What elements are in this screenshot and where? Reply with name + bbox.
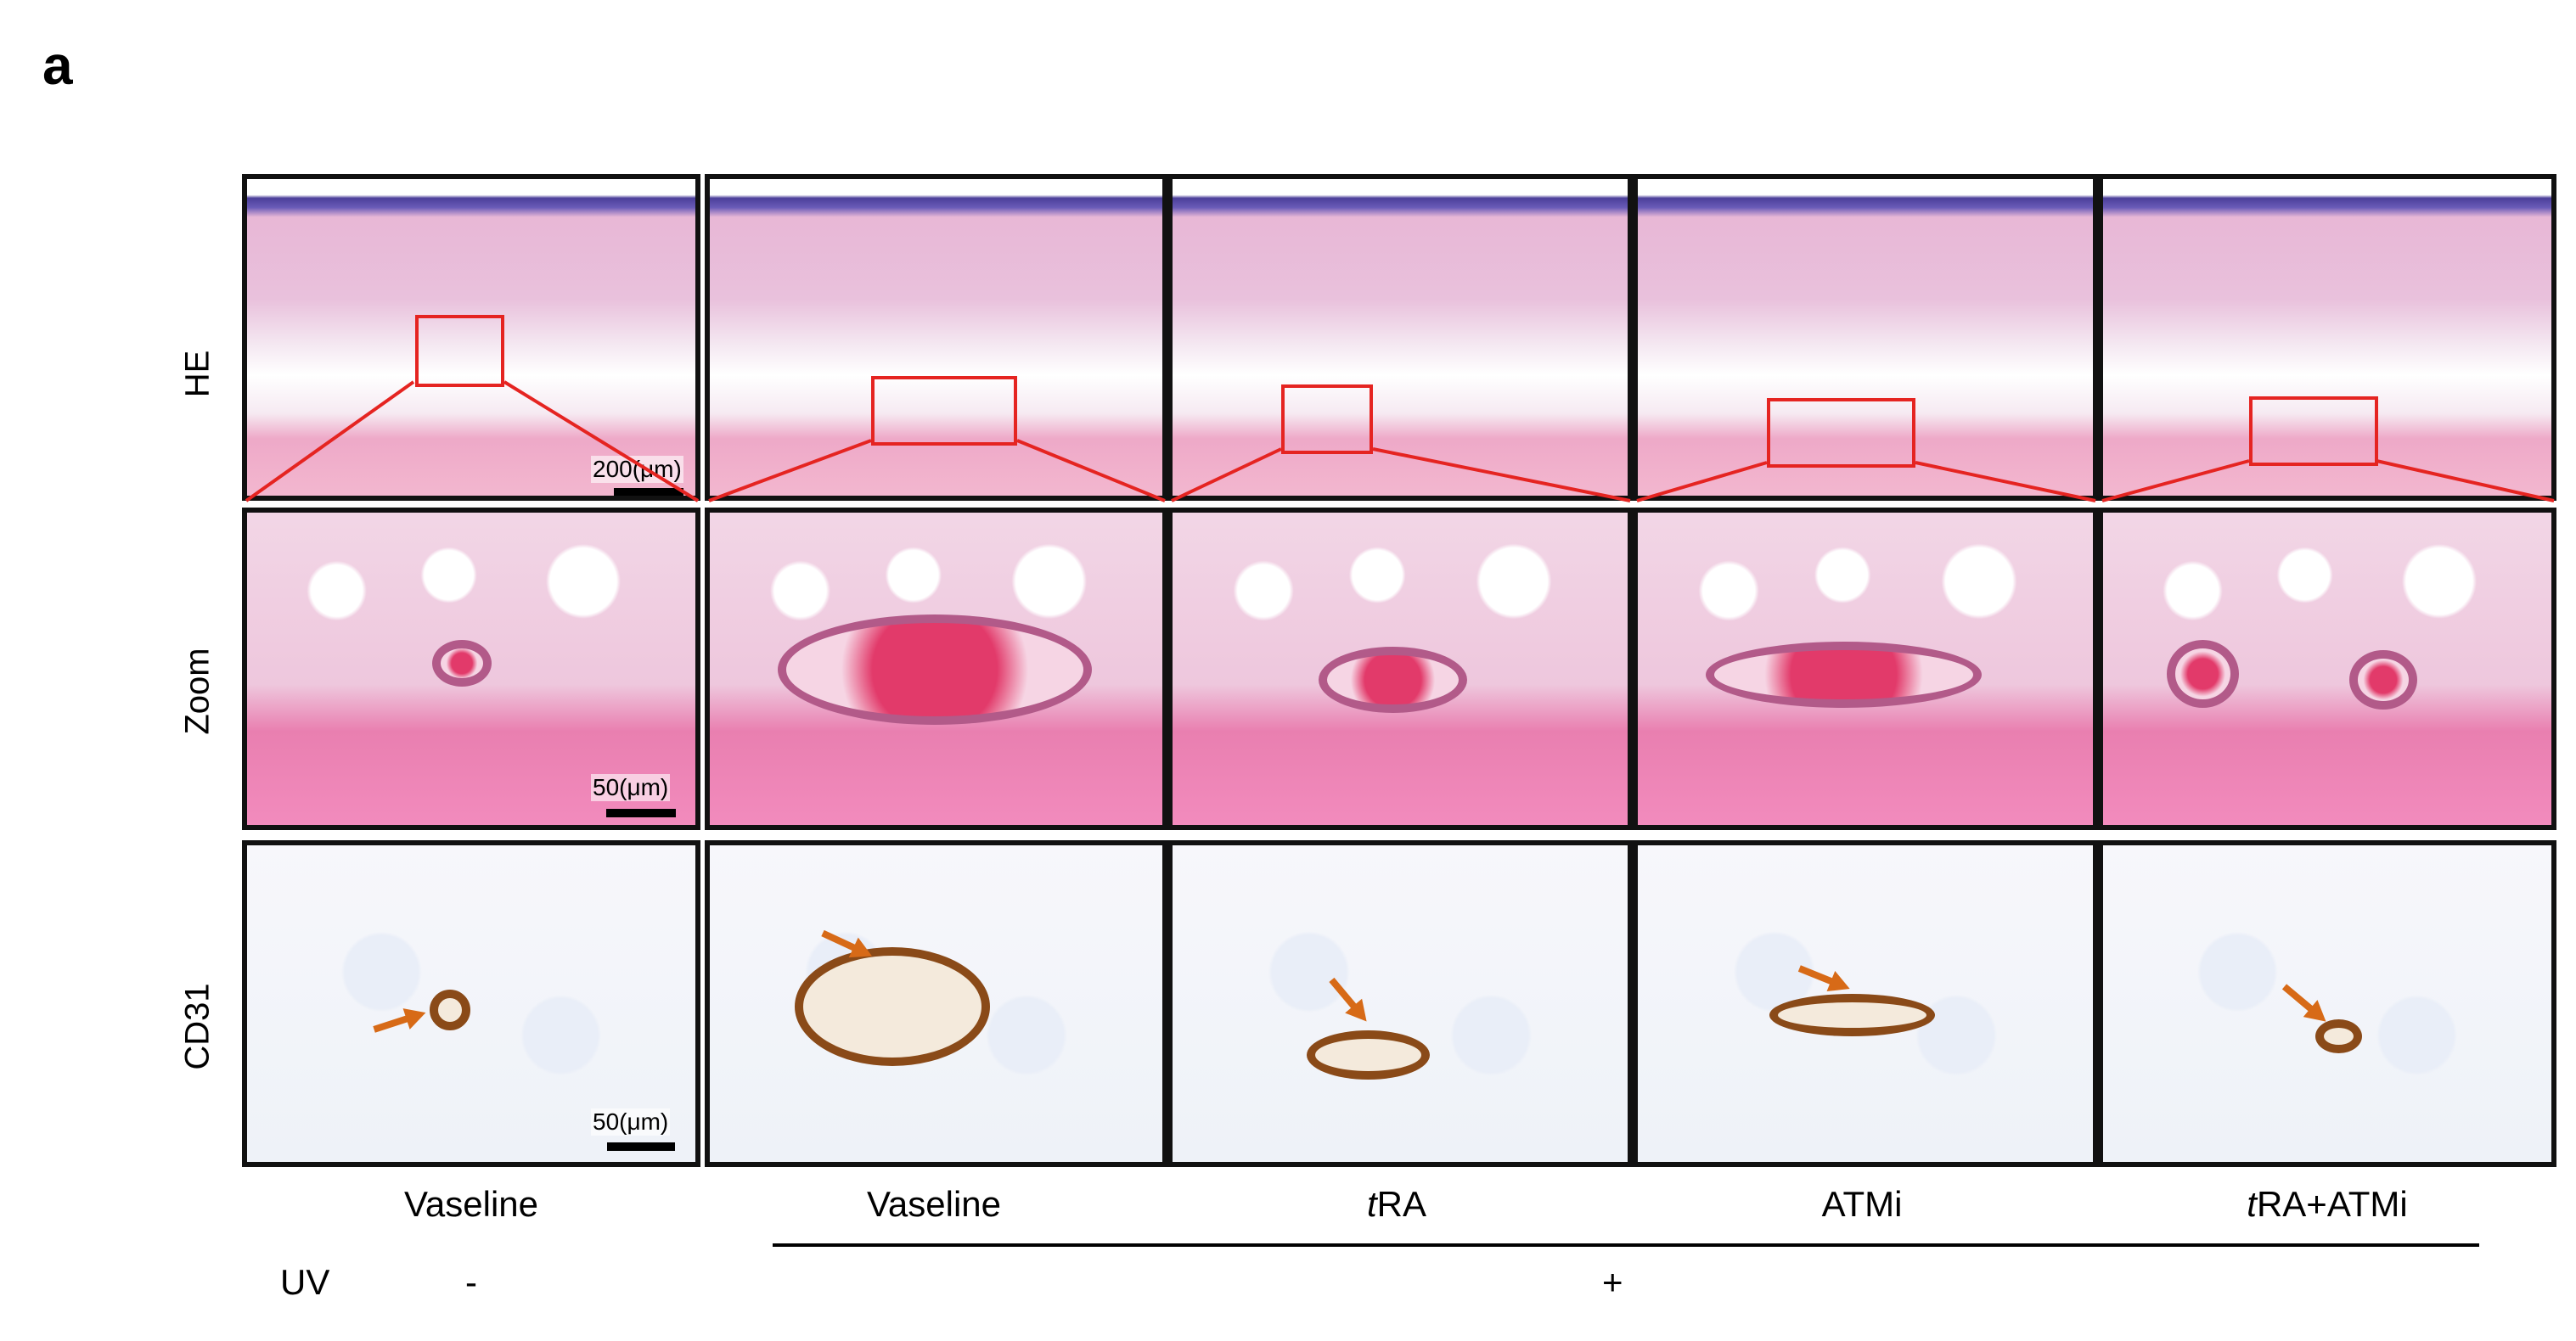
blood-vessel (1307, 1030, 1430, 1080)
blood-vessel (2315, 1019, 2362, 1053)
column-label-vaseline-nouv: Vaseline (404, 1184, 538, 1224)
blood-vessel (1706, 642, 1982, 708)
column-label-tra: tRA (1366, 1184, 1427, 1224)
blood-vessel (2167, 640, 2239, 708)
roi-box (2249, 396, 2378, 466)
column-label-vaseline-uv: Vaseline (867, 1184, 1001, 1224)
cd31-image-tra (1167, 840, 1633, 1167)
he-image-vaseline-uv (705, 174, 1167, 501)
cd31-image-vaseline-uv (705, 840, 1167, 1167)
he-image-atmi (1633, 174, 2098, 501)
uv-label: UV (280, 1262, 330, 1302)
uv-plus-sign: + (1602, 1262, 1623, 1302)
zoom-image-vaseline-uv (705, 508, 1167, 830)
column-label-atmi: ATMi (1821, 1184, 1903, 1224)
zoom-image-vaseline-nouv: 50(μm) (242, 508, 700, 830)
column-label-tra-atmi: tRA+ATMi (2247, 1184, 2408, 1224)
blood-vessel (2349, 650, 2417, 710)
arrow-indicator (1797, 963, 1854, 1000)
scale-bar (614, 488, 683, 496)
blood-vessel (1769, 994, 1935, 1036)
scale-bar-label: 50(μm) (591, 1108, 671, 1136)
blood-vessel (795, 947, 990, 1066)
scale-bar (606, 809, 676, 817)
cd31-image-atmi (1633, 840, 2098, 1167)
scale-bar-label: 200(μm) (591, 456, 683, 483)
uv-minus-sign: - (465, 1262, 477, 1302)
roi-box (871, 376, 1017, 446)
roi-box (415, 315, 504, 387)
zoom-image-tra (1167, 508, 1633, 830)
scale-bar (607, 1142, 675, 1151)
zoom-image-atmi (1633, 508, 2098, 830)
he-image-tra-atmi (2098, 174, 2556, 501)
row-label-he: HE (178, 350, 217, 398)
roi-box (1767, 398, 1915, 468)
cd31-image-tra-atmi (2098, 840, 2556, 1167)
blood-vessel (432, 640, 492, 687)
blood-vessel (778, 614, 1092, 725)
arrow-indicator (372, 1002, 430, 1035)
cd31-image-vaseline-nouv: 50(μm) (242, 840, 700, 1167)
blood-vessel (430, 990, 470, 1030)
arrow-indicator (1327, 976, 1375, 1029)
arrow-indicator (2281, 982, 2333, 1030)
zoom-image-tra-atmi (2098, 508, 2556, 830)
row-label-cd31: CD31 (178, 983, 217, 1070)
scale-bar-label: 50(μm) (591, 774, 671, 801)
he-image-tra (1167, 174, 1633, 501)
row-label-zoom: Zoom (178, 648, 217, 735)
blood-vessel (1319, 647, 1467, 713)
panel-letter: a (42, 35, 73, 96)
he-image-vaseline-nouv: 200(μm) (242, 174, 700, 501)
uv-group-line (773, 1243, 2479, 1247)
roi-box (1281, 384, 1373, 454)
